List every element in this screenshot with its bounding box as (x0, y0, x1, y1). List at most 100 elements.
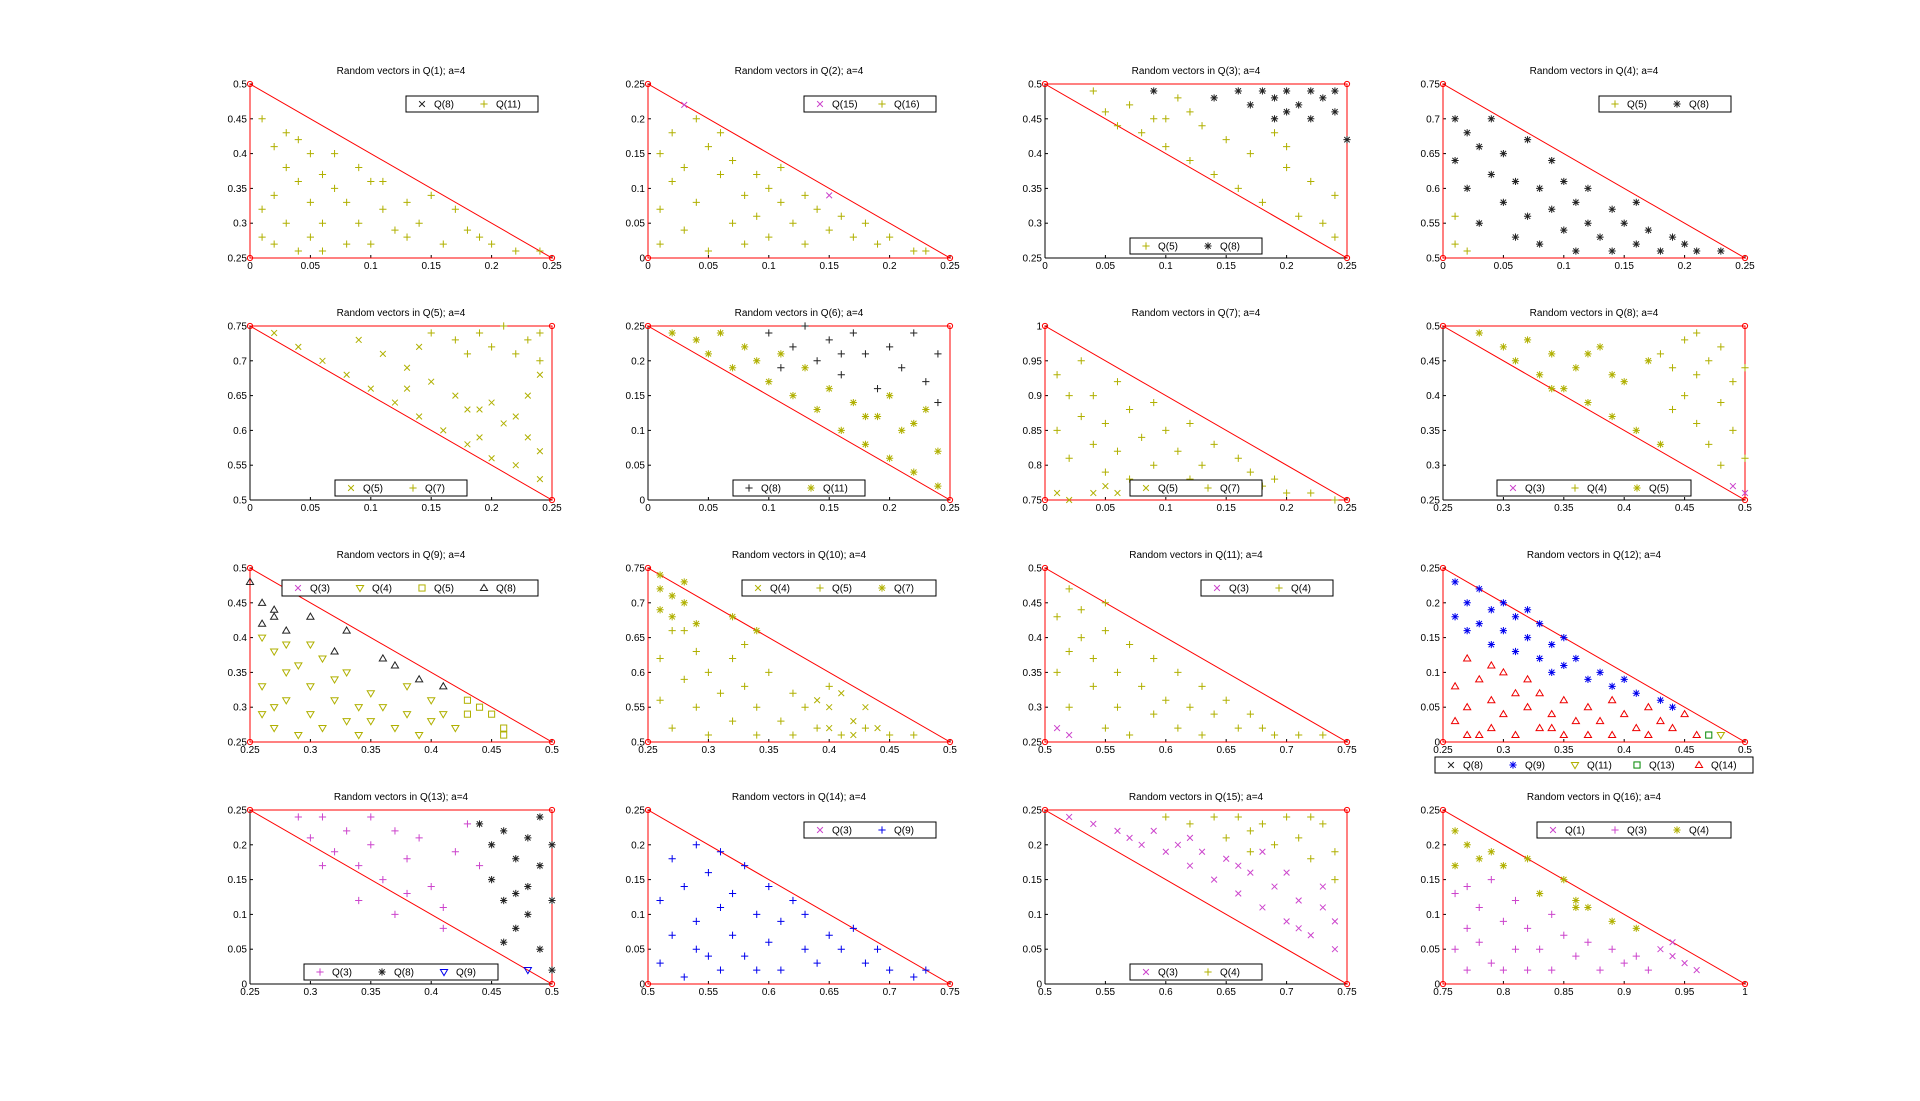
triangle-vertex (1741, 254, 1749, 262)
data-point (403, 233, 411, 241)
x-tick-label: 0.1 (762, 503, 776, 514)
data-point (281, 641, 291, 650)
subplot-8: Random vectors in Q(8); a=4 0.25 0.3 0.35 0.… (1421, 308, 1753, 514)
x-tick-label: 0.25 (940, 261, 960, 272)
data-point (1210, 440, 1218, 448)
legend-marker (294, 584, 302, 592)
data-point (1475, 903, 1483, 912)
x-tick-label: 0.2 (485, 261, 499, 272)
data-point (1584, 219, 1592, 227)
data-point (1162, 813, 1170, 821)
legend-marker (355, 584, 365, 593)
data-point (318, 655, 327, 664)
data-point (1607, 695, 1617, 704)
data-point (1643, 702, 1653, 711)
data-point (813, 697, 821, 704)
data-point (1523, 674, 1533, 683)
data-point (512, 855, 520, 863)
data-point (500, 938, 508, 946)
data-point (1729, 426, 1737, 434)
data-point (728, 219, 737, 227)
data-point (692, 945, 700, 953)
y-tick-label: 0.5 (1426, 322, 1440, 333)
data-point (1331, 108, 1339, 116)
legend-marker (1549, 826, 1557, 834)
data-point (1235, 890, 1242, 897)
triangle-boundary (647, 567, 952, 743)
data-point (849, 398, 857, 407)
data-point (245, 577, 255, 585)
data-point (391, 399, 399, 406)
legend-label: Q(4) (1587, 484, 1607, 495)
triangle-vertex (548, 254, 556, 262)
x-tick-label: 0.5 (1038, 745, 1052, 756)
data-point (862, 703, 869, 711)
data-point (1234, 454, 1242, 462)
data-point (837, 212, 845, 220)
series-Q(9) (1451, 578, 1677, 711)
legend-label: Q(5) (1158, 484, 1178, 495)
data-point (668, 931, 676, 939)
data-point (1246, 827, 1254, 835)
data-point (716, 329, 725, 337)
data-point (1583, 702, 1593, 711)
y-tick-label: 0.5 (233, 80, 247, 91)
data-point (1462, 653, 1472, 662)
data-point (426, 718, 436, 726)
data-point (306, 150, 314, 158)
legend: Q(3) Q(9) (803, 821, 937, 839)
legend-label: Q(5) (1627, 100, 1647, 111)
data-point (427, 191, 435, 199)
data-point (318, 862, 327, 870)
x-tick-label: 0.05 (699, 503, 719, 514)
data-point (801, 945, 809, 953)
data-point (269, 648, 279, 657)
legend-box (741, 579, 937, 597)
data-point (1258, 724, 1267, 732)
data-point (1523, 855, 1532, 863)
y-tick-label: 0 (1434, 738, 1440, 749)
data-point (777, 917, 785, 925)
y-tick-label: 0.15 (1023, 875, 1043, 886)
series-Q(7) (656, 571, 761, 635)
triangle-boundary (1044, 325, 1349, 501)
y-tick-label: 0.55 (1421, 219, 1441, 230)
data-point (1632, 426, 1640, 434)
data-point (1150, 87, 1158, 95)
data-point (692, 115, 700, 123)
data-point (741, 640, 749, 649)
data-point (728, 717, 737, 725)
data-point (668, 129, 676, 137)
x-tick-label: 0.45 (1675, 503, 1695, 514)
data-point (1729, 482, 1737, 490)
triangle-boundary (249, 567, 554, 743)
x-tick-label: 0.6 (1159, 745, 1173, 756)
data-point (1319, 94, 1327, 102)
x-tick-label: 0.5 (943, 745, 957, 756)
data-point (1523, 212, 1532, 220)
data-point (282, 163, 290, 172)
x-tick-label: 0.75 (1337, 987, 1357, 998)
data-point (1463, 966, 1471, 974)
y-tick-label: 0.25 (1023, 806, 1043, 817)
data-point (306, 834, 314, 842)
data-point (476, 406, 483, 413)
legend: Q(5) Q(7) (1129, 479, 1263, 497)
y-tick-label: 0.85 (1023, 426, 1043, 437)
legend-marker (418, 100, 426, 108)
data-point (439, 240, 447, 248)
data-point (1283, 143, 1291, 151)
data-point (281, 669, 291, 677)
data-point (934, 398, 942, 407)
legend-marker (1204, 242, 1212, 250)
data-point (269, 612, 279, 620)
legend-box (405, 95, 539, 113)
y-tick-label: 0.7 (631, 598, 645, 609)
data-point (789, 343, 797, 351)
data-point (1174, 668, 1182, 676)
data-point (777, 966, 785, 974)
legend-label: Q(5) (434, 584, 454, 595)
data-point (1619, 709, 1629, 718)
data-point (1101, 599, 1109, 607)
data-point (886, 966, 894, 974)
